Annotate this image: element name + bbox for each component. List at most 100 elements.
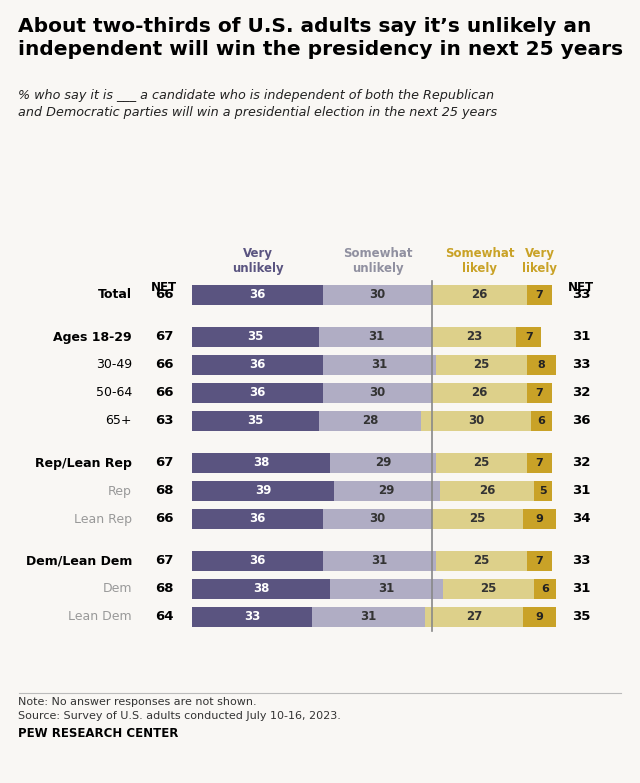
Bar [323, 509, 432, 529]
Text: 33: 33 [572, 554, 590, 568]
Text: 35: 35 [572, 611, 590, 623]
Bar [421, 411, 531, 431]
Text: 26: 26 [479, 485, 495, 497]
Bar [192, 411, 319, 431]
Text: 25: 25 [473, 456, 490, 470]
Bar [323, 355, 436, 375]
Text: 25: 25 [473, 554, 490, 568]
Text: 29: 29 [378, 485, 395, 497]
Bar [432, 383, 527, 403]
Bar [432, 285, 527, 305]
Text: Dem/Lean Dem: Dem/Lean Dem [26, 554, 132, 568]
Text: 6: 6 [538, 416, 545, 426]
Bar [527, 355, 556, 375]
Text: 67: 67 [155, 330, 173, 344]
Text: 36: 36 [250, 554, 266, 568]
Bar [524, 509, 556, 529]
Text: 33: 33 [572, 288, 590, 301]
Bar [192, 607, 312, 627]
Text: 36: 36 [250, 387, 266, 399]
Text: Note: No answer responses are not shown.
Source: Survey of U.S. adults conducted: Note: No answer responses are not shown.… [18, 697, 341, 720]
Text: 30: 30 [369, 387, 386, 399]
Bar [443, 579, 534, 599]
Text: 31: 31 [572, 330, 590, 344]
Text: 7: 7 [525, 332, 532, 342]
Text: 31: 31 [360, 611, 377, 623]
Text: NET: NET [151, 281, 177, 294]
Text: 68: 68 [155, 485, 173, 497]
Bar [192, 551, 323, 571]
Text: 67: 67 [155, 554, 173, 568]
Text: 31: 31 [572, 485, 590, 497]
Text: PEW RESEARCH CENTER: PEW RESEARCH CENTER [18, 727, 179, 740]
Bar [527, 453, 552, 473]
Bar [192, 327, 319, 347]
Bar [432, 327, 516, 347]
Text: 26: 26 [472, 387, 488, 399]
Text: NET: NET [568, 281, 594, 294]
Bar [527, 285, 552, 305]
Text: 38: 38 [253, 456, 269, 470]
Text: 33: 33 [572, 359, 590, 371]
Text: 38: 38 [253, 583, 269, 596]
Text: 66: 66 [155, 359, 173, 371]
Text: 66: 66 [155, 288, 173, 301]
Bar [192, 579, 330, 599]
Bar [192, 285, 323, 305]
Bar [312, 607, 425, 627]
Bar [323, 383, 432, 403]
Text: 23: 23 [466, 330, 482, 344]
Text: 25: 25 [473, 359, 490, 371]
Text: 35: 35 [248, 414, 264, 428]
Text: 66: 66 [155, 387, 173, 399]
Text: 25: 25 [481, 583, 497, 596]
Text: Very
unlikely: Very unlikely [232, 247, 284, 275]
Text: 7: 7 [536, 458, 543, 468]
Text: Somewhat
likely: Somewhat likely [445, 247, 515, 275]
Text: 29: 29 [375, 456, 391, 470]
Text: Lean Rep: Lean Rep [74, 513, 132, 525]
Text: 67: 67 [155, 456, 173, 470]
Text: 6: 6 [541, 584, 549, 594]
Bar [323, 551, 436, 571]
Text: Dem: Dem [102, 583, 132, 596]
Text: 30: 30 [468, 414, 484, 428]
Text: 31: 31 [368, 330, 384, 344]
Text: 32: 32 [572, 456, 590, 470]
Text: 30: 30 [369, 513, 386, 525]
Text: 30-49: 30-49 [96, 359, 132, 371]
Bar [192, 481, 334, 501]
Text: 9: 9 [536, 612, 543, 622]
Bar [192, 383, 323, 403]
Bar [334, 481, 440, 501]
Bar [432, 509, 524, 529]
Bar [440, 481, 534, 501]
Text: 68: 68 [155, 583, 173, 596]
Text: 5: 5 [540, 486, 547, 496]
Text: Somewhat
unlikely: Somewhat unlikely [343, 247, 412, 275]
Bar [330, 453, 436, 473]
Text: 36: 36 [572, 414, 590, 428]
Text: 7: 7 [536, 388, 543, 398]
Text: Total: Total [98, 288, 132, 301]
Bar [192, 509, 323, 529]
Text: About two-thirds of U.S. adults say it’s unlikely an
independent will win the pr: About two-thirds of U.S. adults say it’s… [18, 17, 623, 59]
Bar [192, 453, 330, 473]
Text: 65+: 65+ [106, 414, 132, 428]
Text: 34: 34 [572, 513, 590, 525]
Text: Rep: Rep [108, 485, 132, 497]
Bar [524, 607, 556, 627]
Text: 26: 26 [472, 288, 488, 301]
Bar [534, 579, 556, 599]
Text: Rep/Lean Rep: Rep/Lean Rep [35, 456, 132, 470]
Text: 8: 8 [538, 360, 545, 370]
Text: 7: 7 [536, 290, 543, 300]
Bar [527, 383, 552, 403]
Bar [436, 551, 527, 571]
Text: 36: 36 [250, 513, 266, 525]
Text: 31: 31 [371, 359, 388, 371]
Text: 32: 32 [572, 387, 590, 399]
Text: Very
likely: Very likely [522, 247, 557, 275]
Bar [534, 481, 552, 501]
Bar [527, 551, 552, 571]
